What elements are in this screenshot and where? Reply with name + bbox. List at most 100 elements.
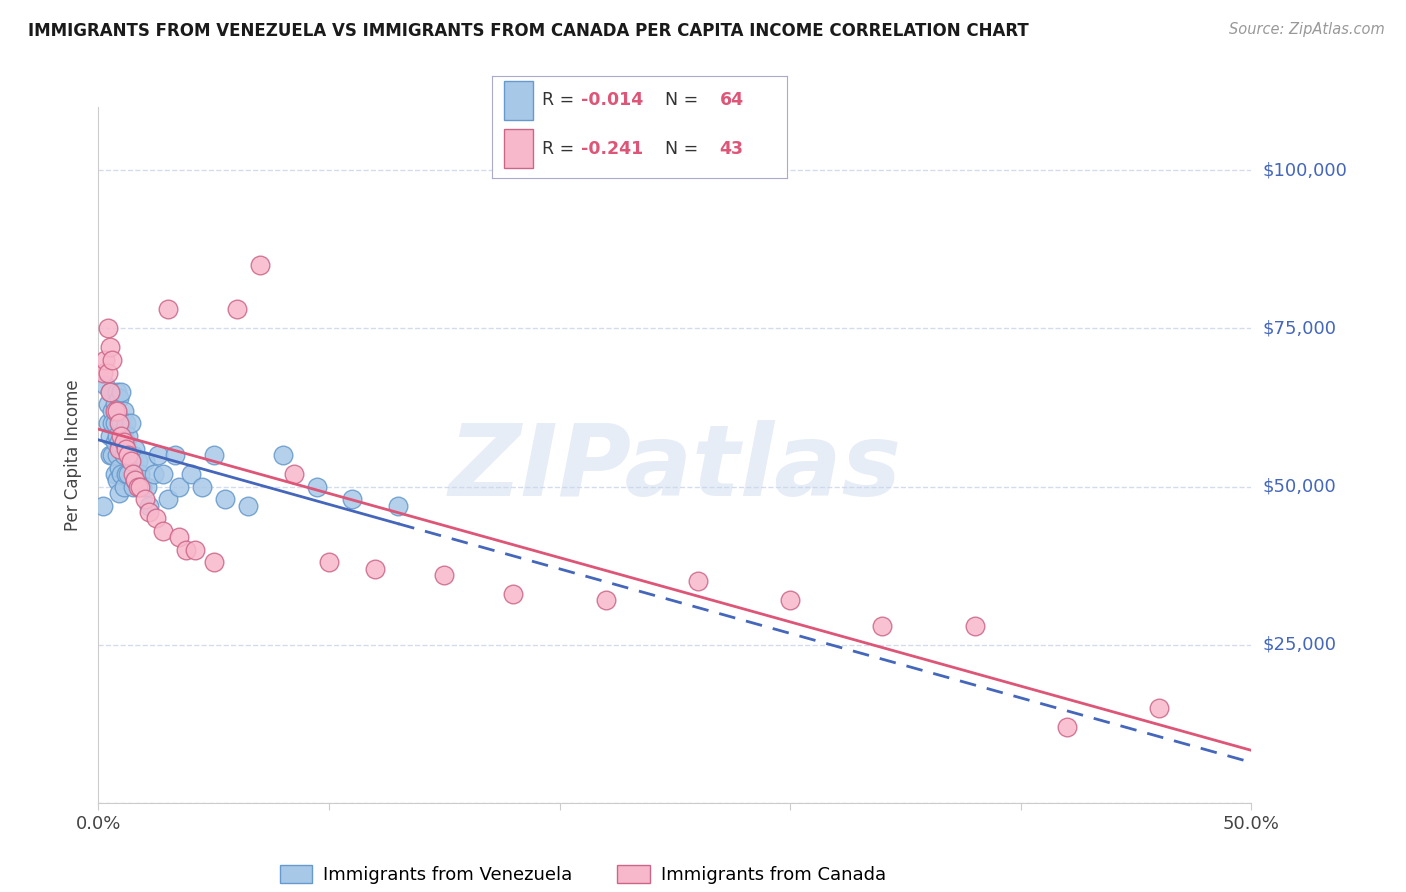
Point (98, 384, 121, 399)
Point (98, 384, 121, 399)
Point (110, 467, 132, 481)
Point (214, 492, 236, 507)
Point (145, 511, 167, 525)
Point (103, 435, 125, 450)
Point (91, 499, 114, 513)
Text: $50,000: $50,000 (1263, 477, 1336, 496)
Point (101, 403, 124, 417)
Text: N =: N = (654, 140, 704, 158)
Point (98, 429, 121, 443)
Point (124, 473, 146, 487)
Point (105, 403, 128, 417)
Point (156, 302, 179, 317)
Point (101, 448, 124, 462)
Bar (503, 81, 533, 120)
Text: $100,000: $100,000 (1263, 161, 1347, 179)
Text: -0.014: -0.014 (581, 92, 643, 110)
Point (202, 556, 225, 570)
Point (97, 366, 120, 380)
Point (307, 479, 329, 493)
Point (318, 556, 340, 570)
Text: Source: ZipAtlas.com: Source: ZipAtlas.com (1229, 22, 1385, 37)
Point (105, 448, 128, 462)
Text: IMMIGRANTS FROM VENEZUELA VS IMMIGRANTS FROM CANADA PER CAPITA INCOME CORRELATIO: IMMIGRANTS FROM VENEZUELA VS IMMIGRANTS … (28, 22, 1029, 40)
Point (108, 442, 131, 456)
Point (1147, 701, 1170, 715)
Point (502, 587, 524, 601)
Text: N =: N = (654, 92, 704, 110)
Point (97, 417, 120, 431)
Point (103, 403, 125, 417)
Point (108, 417, 131, 431)
Bar (503, 129, 533, 168)
Point (963, 618, 986, 632)
Point (98, 448, 121, 462)
Point (112, 435, 135, 450)
Point (595, 593, 617, 607)
Text: -0.241: -0.241 (581, 140, 643, 158)
Point (138, 499, 160, 513)
Point (127, 479, 149, 493)
Point (152, 524, 174, 538)
Point (97, 397, 120, 411)
Point (202, 448, 225, 462)
Point (91, 366, 114, 380)
Point (97, 321, 120, 335)
Point (129, 479, 152, 493)
Point (110, 384, 132, 399)
Point (112, 403, 135, 417)
Text: R =: R = (543, 92, 581, 110)
Point (110, 417, 132, 431)
Y-axis label: Per Capita Income: Per Capita Income (65, 379, 83, 531)
Point (191, 479, 214, 493)
Point (148, 448, 170, 462)
Point (138, 505, 160, 519)
Point (115, 467, 138, 481)
Point (124, 442, 146, 456)
Point (94, 353, 117, 368)
Point (174, 542, 197, 557)
Point (115, 435, 138, 450)
Point (364, 562, 387, 576)
Point (122, 479, 145, 493)
Point (115, 417, 138, 431)
Point (101, 417, 124, 431)
Point (101, 353, 124, 368)
Point (103, 467, 125, 481)
Point (105, 403, 128, 417)
Point (340, 492, 363, 507)
Point (134, 454, 156, 468)
Point (108, 391, 131, 405)
Point (779, 593, 801, 607)
Point (152, 467, 174, 481)
Point (112, 479, 135, 493)
Point (105, 473, 128, 487)
Point (94, 378, 117, 392)
Point (686, 574, 709, 589)
Point (238, 499, 260, 513)
Point (225, 302, 247, 317)
Point (167, 479, 190, 493)
Legend: Immigrants from Venezuela, Immigrants from Canada: Immigrants from Venezuela, Immigrants fr… (273, 857, 893, 891)
Point (135, 479, 157, 493)
Point (180, 467, 202, 481)
Point (271, 448, 294, 462)
Point (103, 417, 125, 431)
Point (134, 492, 156, 507)
Point (108, 460, 131, 475)
Text: $25,000: $25,000 (1263, 636, 1337, 654)
Point (108, 486, 131, 500)
Point (1056, 720, 1078, 734)
Text: 64: 64 (720, 92, 744, 110)
Point (105, 384, 128, 399)
Point (117, 448, 139, 462)
Point (249, 258, 271, 272)
Point (110, 442, 132, 456)
Point (283, 467, 305, 481)
Point (433, 568, 456, 582)
Point (120, 417, 142, 431)
Point (117, 467, 139, 481)
Text: R =: R = (543, 140, 581, 158)
Point (110, 429, 132, 443)
Point (156, 492, 179, 507)
